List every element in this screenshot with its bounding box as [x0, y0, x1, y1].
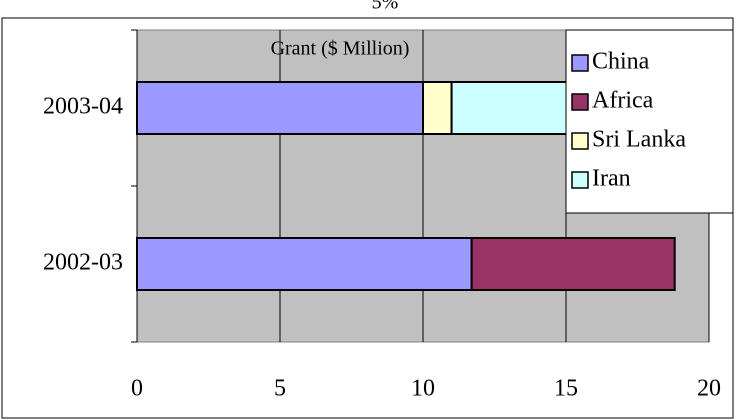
y-tick-label: 2002-03 [43, 250, 123, 276]
legend-swatch [571, 132, 589, 150]
bar-segment [136, 237, 473, 291]
bar-segment [422, 81, 453, 135]
bar-segment [470, 237, 676, 291]
x-tick-label: 15 [554, 376, 578, 402]
x-tick-label: 20 [697, 376, 721, 402]
legend-label: China [592, 49, 650, 75]
legend-swatch [571, 171, 589, 189]
y-tick-label: 2003-04 [43, 94, 123, 120]
legend-swatch [571, 93, 589, 111]
bar-segment [450, 81, 582, 135]
legend-swatch [571, 54, 589, 72]
legend-label: Iran [592, 166, 631, 192]
x-tick-label: 0 [131, 376, 143, 402]
bar-segment [136, 81, 424, 135]
x-tick-label: 5 [274, 376, 286, 402]
legend-label: Sri Lanka [592, 127, 686, 153]
x-tick-label: 10 [411, 376, 435, 402]
chart-title: Grant ($ Million) [271, 38, 410, 60]
legend-box [565, 29, 734, 214]
annotation: 5% [372, 0, 399, 14]
legend-label: Africa [592, 88, 654, 114]
